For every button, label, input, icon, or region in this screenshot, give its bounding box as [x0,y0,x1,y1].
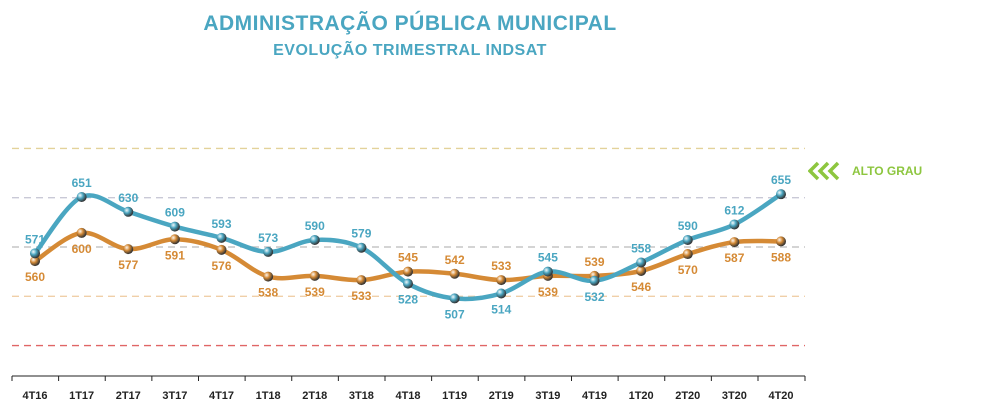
data-label: 591 [165,248,185,262]
data-point [76,227,87,238]
x-tick-label: 3T20 [722,390,747,402]
data-point [496,288,507,299]
data-point [776,236,786,247]
data-label: 542 [445,253,465,267]
x-tick-label: 4T18 [395,390,420,402]
data-point [682,234,693,245]
chart-title: ADMINISTRAÇÃO PÚBLICA MUNICIPAL [203,12,617,35]
alto-grau-annotation: ALTO GRAU [808,159,922,183]
data-label: 539 [538,285,558,299]
x-tick-label: 3T17 [162,390,187,402]
x-tick-label: 1T18 [256,390,281,402]
data-point [76,192,87,203]
data-label: 573 [258,231,278,245]
data-label: 655 [771,173,791,187]
x-tick-label: 4T19 [582,390,607,402]
data-label: 507 [445,307,465,321]
data-point [356,242,367,253]
triple-chevron-left-icon [808,161,840,181]
data-label: 579 [351,227,371,241]
data-point [636,257,647,268]
data-label: 533 [351,289,371,303]
data-label: 587 [724,251,744,265]
data-label: 533 [491,259,511,273]
data-point [263,246,274,257]
data-label: 546 [631,280,651,294]
data-label: 528 [398,293,418,307]
data-point [403,266,413,277]
data-label: 538 [258,286,278,300]
x-tick-label: 3T18 [349,390,374,402]
data-point [589,275,600,286]
data-label: 570 [678,263,698,277]
data-point [309,234,320,245]
data-label: 609 [165,206,185,220]
data-point [636,265,647,276]
data-point [729,237,740,248]
data-point [30,248,40,259]
data-label: 593 [211,217,231,231]
data-label: 630 [118,191,138,205]
x-tick-label: 1T17 [69,390,94,402]
x-tick-label: 4T20 [768,390,793,402]
data-point [169,234,180,245]
data-point [216,244,227,255]
chart-subtitle: EVOLUÇÃO TRIMESTRAL INDSAT [273,42,547,59]
data-label: 588 [771,250,791,264]
data-point [123,206,134,217]
data-label: 545 [538,251,558,265]
data-point [542,266,553,277]
data-point [123,244,134,255]
data-label: 539 [305,285,325,299]
x-tick-label: 4T16 [22,390,47,402]
x-tick-label: 4T17 [209,390,234,402]
data-point [216,232,227,243]
alto-grau-label: ALTO GRAU [852,164,923,178]
data-point [403,278,413,289]
x-tick-label: 1T19 [442,390,467,402]
data-label: 577 [118,258,138,272]
data-label: 651 [72,176,92,190]
data-label: 590 [305,219,325,233]
data-label: 558 [631,241,651,255]
data-point [496,275,507,286]
x-tick-label: 2T18 [302,390,327,402]
data-label: 545 [398,251,418,265]
x-tick-label: 2T19 [489,390,514,402]
data-label: 600 [72,242,92,256]
data-point [776,189,786,200]
data-point [449,268,460,279]
data-point [169,221,180,232]
data-point [263,271,274,282]
x-tick-label: 3T19 [535,390,560,402]
data-label: 571 [25,232,45,246]
data-label: 576 [211,259,231,273]
data-label: 532 [584,290,604,304]
data-point [30,256,40,267]
data-point [356,275,367,286]
x-tick-label: 1T20 [629,390,654,402]
data-point [449,293,460,304]
data-label: 590 [678,219,698,233]
data-label: 514 [491,302,511,316]
data-point [682,249,693,260]
data-label: 612 [724,203,744,217]
data-label: 539 [584,255,604,269]
x-tick-label: 2T17 [116,390,141,402]
data-point [729,219,740,230]
data-label: 560 [25,270,45,284]
data-point [309,270,320,281]
x-tick-label: 2T20 [675,390,700,402]
